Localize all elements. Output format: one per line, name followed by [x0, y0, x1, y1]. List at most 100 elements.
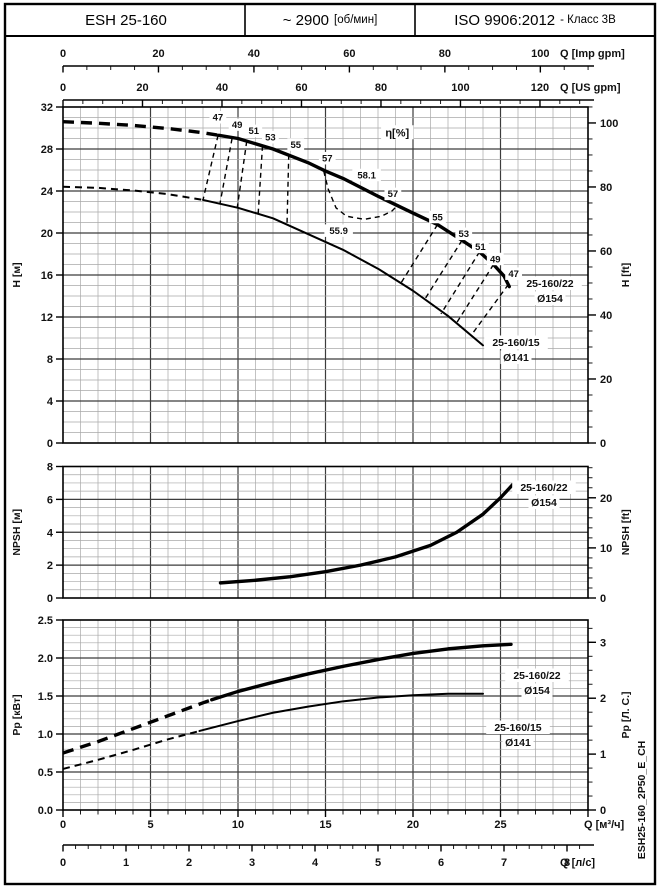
q-axis-m3h: 0 5 10 15 20 25 Q [м³/ч] [60, 810, 625, 831]
y-tick-right: 80 [600, 182, 612, 194]
power-chart: 0.0 0.5 1.0 1.5 2.0 2.5 0 1 2 3 Pp [кВт] Pp [Л. С.]… [11, 615, 632, 817]
curve-diameter-25-160-15: Ø141 [503, 352, 529, 364]
y-tick-right: 100 [600, 118, 618, 130]
axis-tick-label: 7 [501, 857, 507, 869]
axis-tick-label: 5 [147, 819, 153, 831]
q-axis-us-gpm: 0 20 40 60 80 100 120 Q [US gpm] [60, 82, 621, 107]
axis-tick-label: 25 [494, 819, 506, 831]
axis-tick-label: 100 [451, 82, 469, 94]
iso-efficiency-line [236, 141, 248, 210]
iso-efficiency-label: 49 [232, 120, 243, 131]
iso-efficiency-label: 55 [290, 140, 301, 151]
iso-efficiency-label: 51 [248, 126, 259, 137]
pump-speed-unit: [об/мин] [334, 14, 378, 26]
y-tick-left: 24 [41, 186, 54, 198]
curve-25-160-22 [218, 482, 515, 585]
iso-efficiency-line [202, 135, 219, 201]
iso-efficiency-label: 55 [432, 212, 443, 223]
axis-tick-label: 40 [248, 48, 260, 60]
efficiency-annotation: 58.1 [357, 170, 376, 181]
y-tick-left: 20 [41, 228, 53, 240]
y-tick-left: 12 [41, 312, 53, 324]
npsh-ylabel-right: NPSH [ft] [620, 509, 632, 555]
q-axis-imp-gpm: 0 20 40 60 80 100 Q [Imp gpm] [60, 48, 625, 73]
axis-tick-label: 0 [60, 82, 66, 94]
head-chart: 0 4 8 12 16 20 24 28 32 0 20 40 60 80 100 H [м] H [ft] 25… [11, 102, 632, 450]
curve-label-25-160-22: 25-160/22 [520, 482, 567, 494]
y-tick-left: 8 [47, 354, 53, 366]
y-tick-left: 2 [47, 560, 53, 572]
curve-diameter-25-160-22: Ø154 [537, 293, 563, 305]
header-pump-speed: ~ 2900 [об/мин] [246, 4, 414, 36]
axis-tick-label: 0 [60, 857, 66, 869]
efficiency-annotation: 55.9 [329, 226, 348, 237]
y-tick-left: 2.5 [38, 615, 53, 627]
axis-tick-label: 80 [439, 48, 451, 60]
curve-25-160-22-dashed [62, 698, 213, 755]
curve-25-160-15 [202, 198, 484, 347]
page-frame [3, 2, 657, 886]
axis-tick-label: 0 [60, 819, 66, 831]
header-pump-model: ESH 25-160 [8, 4, 244, 36]
axis-tick-label: 8 [564, 857, 570, 869]
q-axis-ls: 0 1 2 3 4 5 6 7 8Q [л/с] [60, 844, 595, 869]
iso-efficiency-label: 47 [508, 269, 519, 280]
axis-tick-label: 5 [375, 857, 381, 869]
npsh-ylabel-left: NPSH [м] [11, 509, 23, 556]
axis-tick-label: 80 [375, 82, 387, 94]
iso-efficiency-line [400, 224, 439, 284]
curve-25-160-22 [210, 642, 513, 702]
axis-tick-label: 15 [319, 819, 331, 831]
axis-unit-label: Q [м³/ч] [584, 819, 625, 831]
curve-label-25-160-15: 25-160/15 [494, 722, 541, 734]
y-tick-right: 20 [600, 493, 612, 505]
y-tick-left: 0 [47, 438, 53, 450]
drawing-number: ESH25-160_2P50_E_CH [636, 741, 648, 860]
iso-efficiency-label: 53 [265, 132, 276, 143]
y-tick-left: 6 [47, 494, 53, 506]
y-tick-left: 16 [41, 270, 53, 282]
curve-25-160-15 [198, 692, 484, 732]
axis-tick-label: 0 [60, 48, 66, 60]
power-ylabel-left: Pp [кВт] [11, 694, 23, 735]
axis-tick-label: 20 [152, 48, 164, 60]
efficiency-annotation: 57 [322, 153, 333, 164]
y-tick-left: 0 [47, 593, 53, 605]
curve-25-160-22-dashed [62, 120, 220, 138]
axis-tick-label: 120 [531, 82, 549, 94]
iso-efficiency-line [286, 154, 290, 225]
iso-efficiency-line [219, 138, 233, 204]
axis-tick-label: 60 [343, 48, 355, 60]
efficiency-annotation: η[%] [385, 127, 409, 139]
curve-diameter-25-160-22: Ø154 [531, 497, 557, 509]
iso-efficiency-label: 49 [490, 254, 501, 265]
axis-tick-label: 10 [232, 819, 244, 831]
axis-tick-label: 20 [136, 82, 148, 94]
pump-speed-value: ~ 2900 [282, 11, 330, 29]
y-tick-left: 0.5 [38, 767, 53, 779]
y-tick-left: 0.0 [38, 805, 53, 817]
power-plot-border [62, 619, 589, 811]
axis-tick-label: 1 [123, 857, 129, 869]
y-tick-right: 20 [600, 374, 612, 386]
y-tick-left: 4 [47, 396, 54, 408]
axis-tick-label: 6 [438, 857, 444, 869]
y-tick-right: 0 [600, 805, 606, 817]
curve-label-25-160-22: 25-160/22 [526, 278, 573, 290]
curve-label-25-160-22: 25-160/22 [513, 670, 560, 682]
iso-efficiency-line [422, 239, 463, 302]
y-tick-left: 8 [47, 462, 53, 474]
curve-diameter-25-160-15: Ø141 [505, 737, 531, 749]
curve-25-160-15-dashed [62, 729, 200, 770]
axis-tick-label: 2 [186, 857, 192, 869]
iso-efficiency-line [257, 145, 264, 218]
y-tick-left: 4 [47, 527, 54, 539]
iso-efficiency-line [440, 251, 481, 315]
bep-contour [323, 170, 398, 221]
y-tick-left: 32 [41, 102, 53, 114]
y-tick-right: 0 [600, 438, 606, 450]
curve-diameter-25-160-22: Ø154 [524, 685, 550, 697]
header-standard: ISO 9906:2012 - Класс 3В [416, 4, 654, 36]
axis-tick-label: 3 [249, 857, 255, 869]
